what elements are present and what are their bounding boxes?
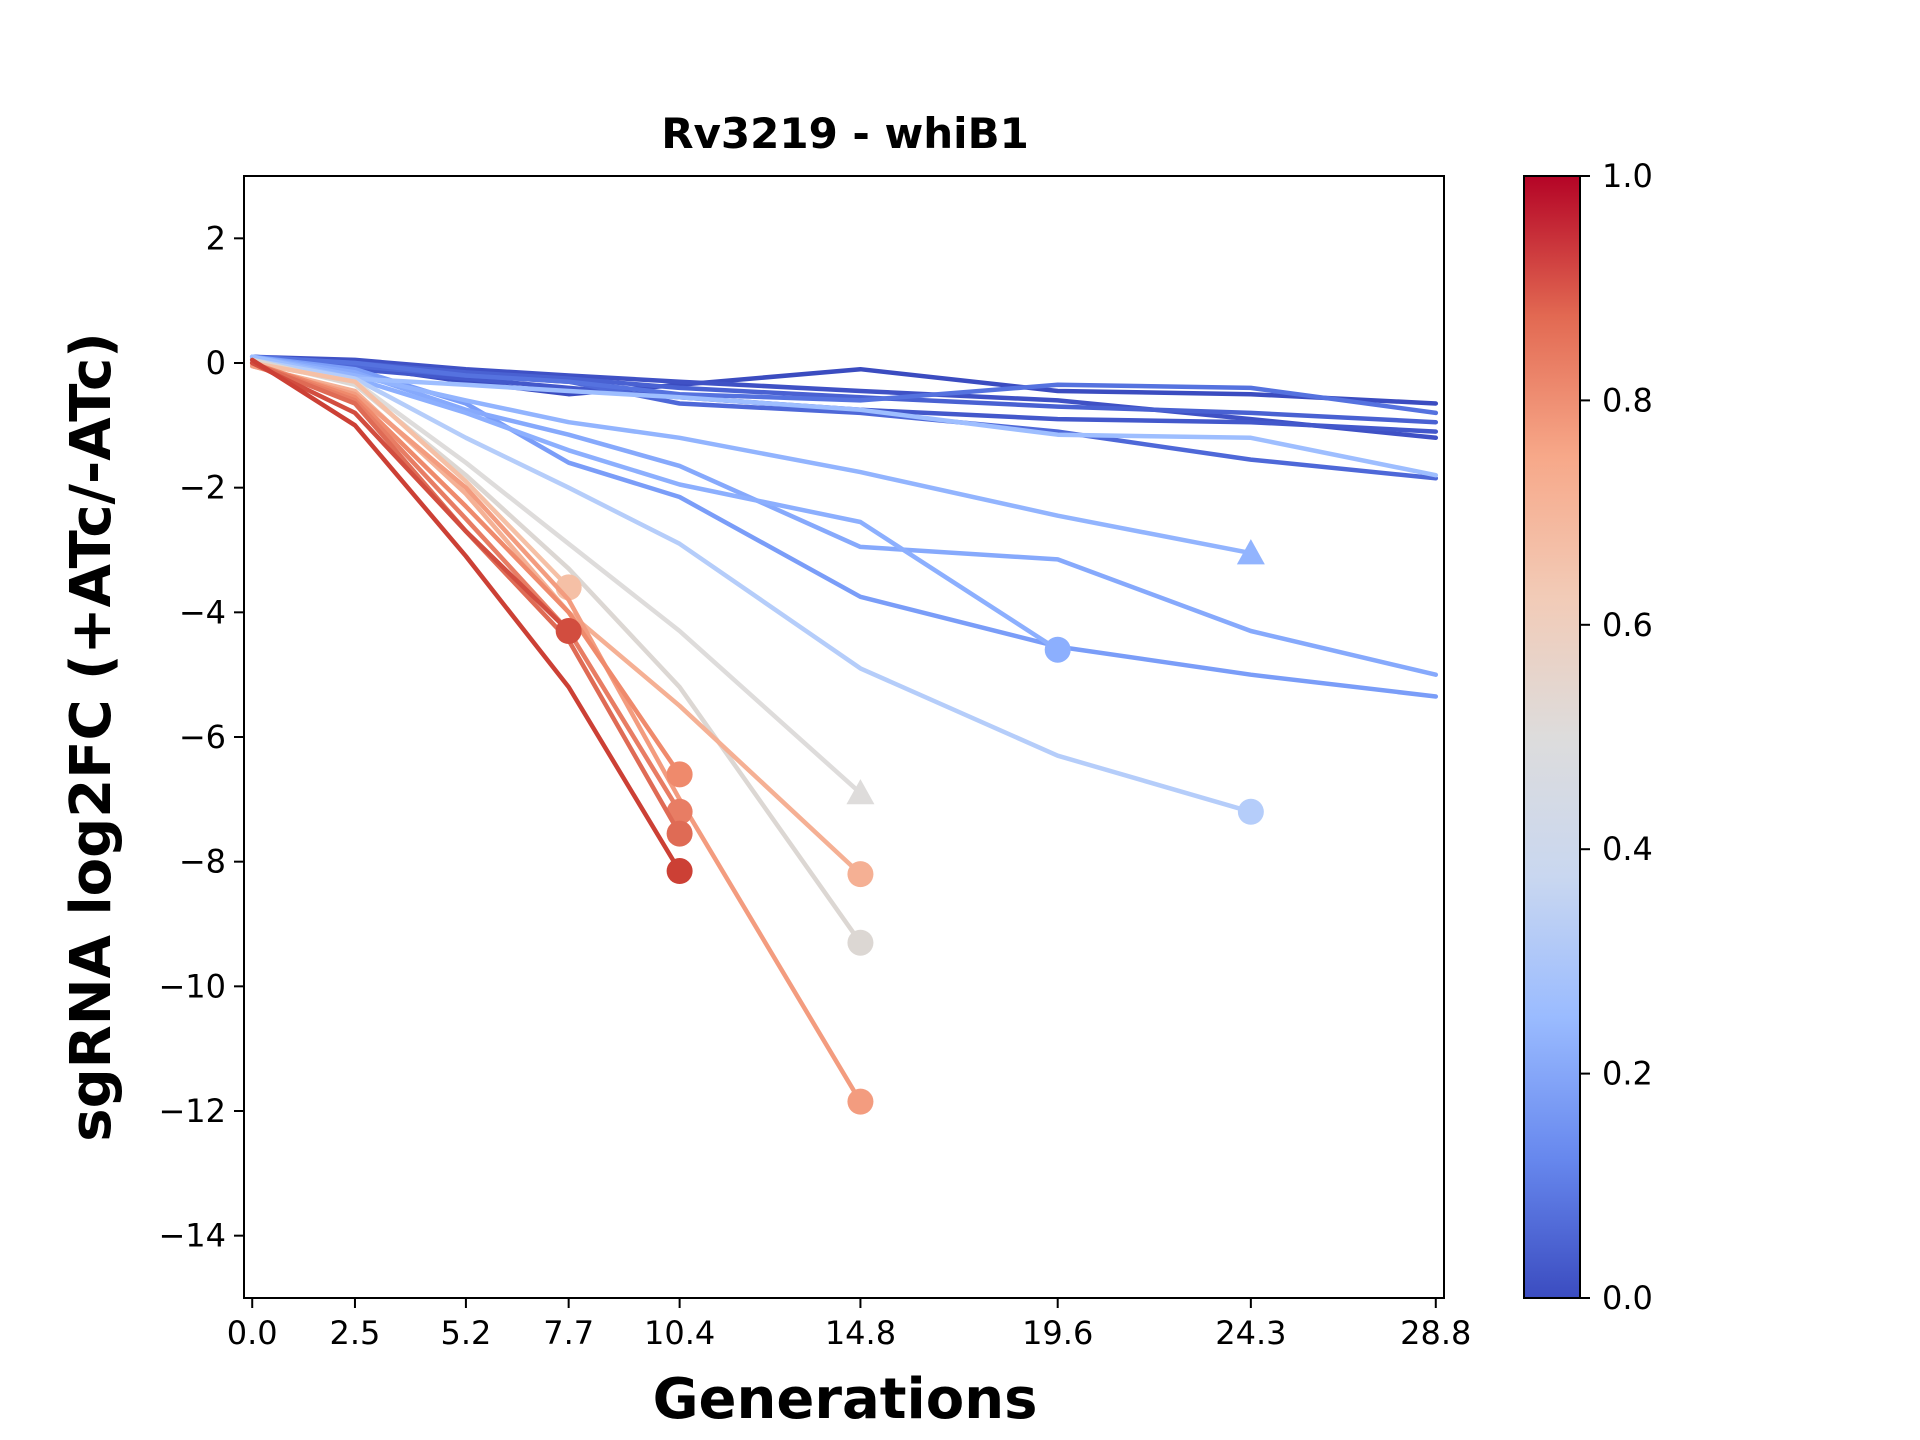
series-line-21 <box>249 360 571 634</box>
series-line-22 <box>249 357 682 874</box>
y-tick-label: −2 <box>179 469 226 507</box>
series-end-marker-16 <box>847 861 874 888</box>
series-line-16 <box>249 363 863 877</box>
series-end-marker-14 <box>847 929 874 956</box>
series-end-marker-20 <box>666 820 693 847</box>
colorbar-tick-label: 0.0 <box>1602 1279 1653 1317</box>
x-tick-label: 14.8 <box>825 1314 896 1352</box>
series-line-11 <box>249 354 1439 478</box>
series-end-marker-13 <box>846 779 875 805</box>
series-end-marker-17 <box>847 1088 874 1115</box>
y-tick-label: −14 <box>158 1217 226 1255</box>
x-ticks: 0.0 2.5 5.2 7.7 10.4 14.8 19.6 24.3 28.8 <box>227 1298 1471 1352</box>
series-end-marker-10 <box>1044 636 1071 663</box>
colorbar-ticks: 0.0 0.2 0.4 0.6 0.8 1.0 <box>1580 157 1653 1317</box>
colorbar-gradient <box>1523 175 1581 1299</box>
x-tick-label: 5.2 <box>440 1314 491 1352</box>
y-tick-label: −6 <box>179 718 226 756</box>
plot-area: 0.0 2.5 5.2 7.7 10.4 14.8 19.6 24.3 28.8 2 0 −2 −4 −… <box>158 175 1471 1352</box>
x-tick-label: 28.8 <box>1400 1314 1471 1352</box>
series-line-6 <box>249 354 1439 416</box>
colorbar-tick-label: 1.0 <box>1602 157 1653 195</box>
colorbar: 0.0 0.2 0.4 0.6 0.8 1.0 <box>1523 157 1653 1317</box>
x-tick-label: 10.4 <box>644 1314 715 1352</box>
series-end-marker-22 <box>666 858 693 885</box>
x-tick-label: 24.3 <box>1215 1314 1286 1352</box>
y-ticks: 2 0 −2 −4 −6 −8 −10 −12 −14 <box>158 219 244 1255</box>
x-tick-label: 2.5 <box>330 1314 381 1352</box>
x-axis-label: Generations <box>653 1367 1038 1432</box>
y-tick-label: 2 <box>206 219 226 257</box>
x-tick-label: 0.0 <box>227 1314 278 1352</box>
series-end-marker-21 <box>555 618 582 645</box>
colorbar-tick-label: 0.2 <box>1602 1055 1653 1093</box>
y-axis-label: sgRNA log2FC (+ATc/-ATc) <box>59 332 124 1142</box>
chart-title: Rv3219 - whiB1 <box>661 109 1029 158</box>
colorbar-tick-label: 0.6 <box>1602 606 1653 644</box>
colorbar-tick-label: 0.8 <box>1602 381 1653 419</box>
y-tick-label: 0 <box>206 344 226 382</box>
x-tick-label: 19.6 <box>1022 1314 1093 1352</box>
y-tick-label: −12 <box>158 1092 226 1130</box>
series-line-15 <box>249 360 571 590</box>
y-tick-label: −10 <box>158 967 226 1005</box>
series-end-marker-12 <box>1237 798 1264 825</box>
y-tick-label: −4 <box>179 593 226 631</box>
series-end-marker-9 <box>1236 539 1265 565</box>
x-tick-label: 7.7 <box>543 1314 594 1352</box>
colorbar-tick-label: 0.4 <box>1602 830 1653 868</box>
series-line-12 <box>249 357 1254 815</box>
series-layer <box>249 354 1439 1115</box>
series-end-marker-18 <box>666 761 693 788</box>
y-tick-label: −8 <box>179 843 226 881</box>
